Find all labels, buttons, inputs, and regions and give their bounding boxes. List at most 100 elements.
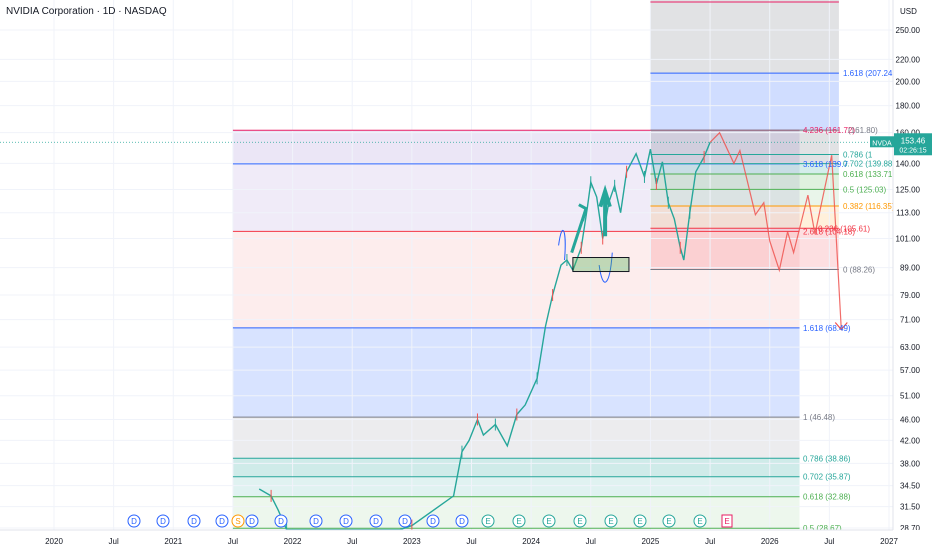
event-marker — [573, 514, 587, 528]
fib-label: 0.702 (139.88) — [843, 160, 895, 169]
fib-label: 0.786 (1 — [843, 151, 873, 160]
fib-zone — [232, 417, 800, 459]
event-label: D — [249, 517, 255, 526]
y-axis-bg — [893, 0, 932, 550]
event-marker — [721, 514, 733, 528]
drawing-marks — [558, 184, 630, 283]
y-tick-label: 250.00 — [896, 26, 921, 35]
fib-zone — [650, 130, 839, 164]
green-arrow-head — [598, 184, 612, 208]
event-label: E — [637, 517, 642, 526]
fib-zone — [650, 228, 839, 270]
event-marker — [633, 514, 647, 528]
x-axis: 2020 Jul 2021 Jul 2022 Jul 2023 Jul 2024 Jul 2025 J… — [0, 529, 932, 550]
y-tick-label: 200.00 — [896, 77, 921, 86]
event-label: E — [697, 517, 702, 526]
fib-level-lines — [0, 1, 893, 529]
fib-zone — [232, 130, 800, 164]
symbol-tag — [870, 136, 894, 148]
fib-label: 4.236 (161.72) — [803, 126, 855, 135]
highlight-box — [572, 257, 630, 273]
event-marker — [542, 514, 556, 528]
countdown-label: 02:26:15 — [899, 147, 926, 154]
fib-zone — [232, 163, 800, 232]
event-label: E — [724, 517, 729, 526]
fib-label: 0.786 (38.86) — [803, 454, 851, 463]
event-label: E — [577, 517, 582, 526]
x-tick-label: Jul — [466, 537, 476, 546]
event-label: E — [546, 517, 551, 526]
x-tick-label: 2022 — [284, 537, 302, 546]
event-label: D — [313, 517, 319, 526]
y-tick-label: 38.00 — [900, 459, 921, 468]
price-tag — [894, 133, 932, 156]
event-marker — [398, 514, 412, 528]
y-tick-label: 46.00 — [900, 415, 921, 424]
event-marker — [426, 514, 440, 528]
event-marker — [127, 514, 141, 528]
fib-label: 0.382 (116.35) — [843, 202, 895, 211]
fib-zone — [650, 0, 839, 74]
fib-zone — [650, 189, 839, 206]
y-tick-label: 113.00 — [896, 209, 920, 218]
y-tick-label: 57.00 — [900, 366, 921, 375]
fib-zone — [232, 476, 800, 497]
event-marker — [662, 514, 676, 528]
fib-label: 1.618 (68.49) — [803, 324, 851, 333]
event-label: D — [343, 517, 349, 526]
y-tick-label: 160.00 — [896, 129, 921, 138]
x-tick-label: Jul — [347, 537, 357, 546]
event-label: S — [235, 517, 240, 526]
event-marker — [604, 514, 618, 528]
event-marker — [215, 514, 229, 528]
fib-label: 0.618 (32.88) — [803, 493, 851, 502]
y-tick-label: 31.50 — [900, 503, 921, 512]
y-tick-label: 42.00 — [900, 436, 921, 445]
fib-label: 0.618 (133.71) — [843, 170, 895, 179]
event-label: D — [278, 517, 284, 526]
fib-label: 0 (88.26) — [843, 266, 875, 275]
event-marker — [339, 514, 353, 528]
event-label: E — [516, 517, 521, 526]
fib-label: 0.5 (28.67) — [803, 524, 842, 533]
currency-label: USD — [900, 7, 917, 16]
projection-arrow — [834, 322, 848, 331]
fib-zone — [232, 327, 800, 418]
fib-zone — [650, 73, 839, 131]
x-axis-bg — [0, 530, 932, 550]
event-marker — [231, 514, 245, 528]
event-label: D — [191, 517, 197, 526]
projection-line — [709, 131, 842, 330]
y-tick-label: 101.00 — [896, 235, 921, 244]
event-label: D — [131, 517, 137, 526]
event-marker — [274, 514, 288, 528]
fib-labels: 1 (46.48) 0.786 (38.86) 0.702 (35.87) 0.618… — [803, 69, 895, 533]
last-price-label: 153.46 — [901, 136, 926, 145]
x-tick-label: 2027 — [880, 537, 898, 546]
symbol-tag-label: NVDA — [872, 140, 892, 147]
y-tick-label: 89.00 — [900, 264, 921, 273]
y-tick-label: 28.70 — [900, 524, 921, 533]
projection-path — [709, 131, 848, 331]
event-label: E — [485, 517, 490, 526]
fib-label: 1.618 (207.24) — [843, 69, 895, 78]
x-tick-label: 2023 — [403, 537, 421, 546]
fib-zones — [232, 0, 839, 529]
fib-label: 0.236 (105.61) — [818, 224, 870, 233]
y-tick-label: 220.00 — [896, 55, 921, 64]
chart-title: NVIDIA Corporation · 1D · NASDAQ — [6, 6, 167, 17]
x-tick-label: 2020 — [45, 537, 63, 546]
event-marker — [481, 514, 495, 528]
y-tick-label: 125.00 — [896, 185, 921, 194]
x-tick-label: Jul — [705, 537, 715, 546]
x-tick-label: 2021 — [164, 537, 182, 546]
event-label: E — [666, 517, 671, 526]
event-marker — [187, 514, 201, 528]
x-tick-label: Jul — [228, 537, 238, 546]
event-marker — [693, 514, 707, 528]
y-axis: USD 250.00 220.00 200.00 180.00 160.00 140.00 1… — [870, 0, 932, 550]
fib-zone — [650, 205, 839, 229]
fib-label: (161.80) — [848, 126, 878, 135]
fib-label: 2.618 (104.18) — [803, 227, 855, 236]
